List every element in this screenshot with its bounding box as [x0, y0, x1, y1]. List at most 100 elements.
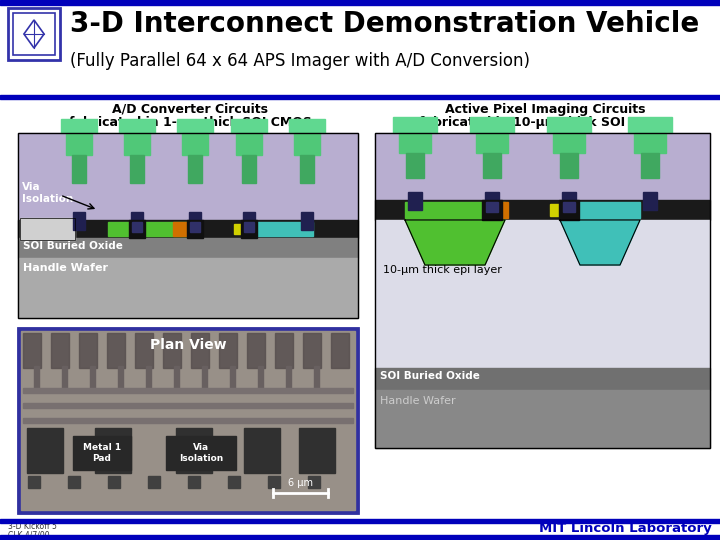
- Bar: [28, 476, 40, 488]
- Bar: [294, 133, 320, 155]
- Bar: [66, 133, 92, 155]
- Bar: [230, 366, 235, 391]
- Polygon shape: [560, 220, 640, 265]
- Bar: [375, 368, 710, 390]
- Bar: [68, 476, 80, 488]
- Bar: [166, 436, 236, 470]
- Bar: [188, 476, 200, 488]
- Text: 10-μm thick epi layer: 10-μm thick epi layer: [383, 265, 502, 275]
- Bar: [490, 202, 508, 218]
- Bar: [300, 155, 314, 183]
- Bar: [563, 202, 575, 212]
- Text: (Fully Parallel 64 x 64 APS Imager with A/D Conversion): (Fully Parallel 64 x 64 APS Imager with …: [70, 52, 530, 70]
- Bar: [476, 133, 508, 153]
- Bar: [244, 428, 280, 473]
- Bar: [485, 192, 499, 210]
- Bar: [628, 117, 672, 133]
- Bar: [72, 155, 86, 183]
- Bar: [483, 153, 501, 178]
- Bar: [163, 333, 181, 368]
- Bar: [393, 117, 437, 133]
- Bar: [0, 95, 720, 99]
- Bar: [243, 212, 255, 230]
- Bar: [375, 390, 710, 448]
- Bar: [18, 133, 358, 318]
- Bar: [186, 220, 203, 238]
- Text: fabricated in 10-μm thick SOI CMOS: fabricated in 10-μm thick SOI CMOS: [419, 116, 671, 129]
- Text: Handle Wafer: Handle Wafer: [380, 396, 456, 406]
- Bar: [18, 238, 358, 258]
- Bar: [20, 218, 75, 240]
- Bar: [108, 222, 188, 236]
- Text: A/D Converter Circuits: A/D Converter Circuits: [112, 103, 268, 116]
- Text: SOI Buried Oxide: SOI Buried Oxide: [23, 241, 123, 251]
- Bar: [482, 200, 503, 220]
- Bar: [0, 535, 720, 540]
- Bar: [275, 333, 293, 368]
- Text: Active Pixel Imaging Circuits: Active Pixel Imaging Circuits: [445, 103, 645, 116]
- Bar: [0, 519, 720, 523]
- Text: 3-D Interconnect Demonstration Vehicle: 3-D Interconnect Demonstration Vehicle: [70, 10, 699, 38]
- Bar: [8, 8, 60, 60]
- Bar: [308, 476, 320, 488]
- Bar: [236, 133, 262, 155]
- Bar: [234, 224, 252, 234]
- Bar: [643, 192, 657, 210]
- Bar: [124, 133, 150, 155]
- Bar: [562, 192, 576, 210]
- Bar: [486, 202, 498, 212]
- Bar: [268, 476, 280, 488]
- Bar: [131, 212, 143, 230]
- Bar: [176, 428, 212, 473]
- Bar: [79, 333, 97, 368]
- Bar: [219, 333, 237, 368]
- Bar: [641, 153, 659, 178]
- Bar: [62, 366, 67, 391]
- Bar: [375, 133, 710, 200]
- Bar: [375, 200, 710, 220]
- Bar: [553, 133, 585, 153]
- Bar: [177, 119, 213, 133]
- Bar: [241, 220, 257, 238]
- Bar: [289, 119, 325, 133]
- Bar: [148, 476, 160, 488]
- Bar: [244, 222, 254, 232]
- Bar: [118, 366, 123, 391]
- Bar: [634, 133, 666, 153]
- Bar: [299, 428, 335, 473]
- Bar: [191, 333, 209, 368]
- Bar: [190, 222, 200, 232]
- Bar: [405, 202, 505, 218]
- Bar: [73, 212, 85, 230]
- Bar: [258, 366, 263, 391]
- Bar: [61, 119, 97, 133]
- Bar: [18, 328, 358, 513]
- Bar: [51, 333, 69, 368]
- Bar: [189, 212, 201, 230]
- Text: Via
Isolation: Via Isolation: [22, 182, 73, 205]
- Bar: [560, 153, 578, 178]
- Bar: [90, 366, 95, 391]
- Bar: [0, 0, 720, 5]
- Bar: [406, 153, 424, 178]
- Bar: [173, 222, 195, 236]
- Bar: [181, 133, 208, 155]
- Bar: [202, 366, 207, 391]
- Text: Plan View: Plan View: [150, 338, 226, 352]
- Text: Metal 1
Pad: Metal 1 Pad: [83, 443, 121, 463]
- Bar: [470, 117, 514, 133]
- Bar: [135, 333, 153, 368]
- Text: 6 μm: 6 μm: [289, 478, 313, 488]
- Polygon shape: [405, 220, 505, 265]
- Bar: [375, 220, 710, 368]
- Bar: [34, 366, 39, 391]
- Text: Via
Isolation: Via Isolation: [179, 443, 223, 463]
- Bar: [248, 222, 313, 236]
- Bar: [18, 133, 358, 220]
- Bar: [301, 212, 313, 230]
- Text: CLK 4/7/00: CLK 4/7/00: [8, 530, 50, 539]
- Bar: [174, 366, 179, 391]
- Bar: [23, 333, 41, 368]
- Bar: [550, 204, 565, 216]
- Bar: [23, 388, 353, 393]
